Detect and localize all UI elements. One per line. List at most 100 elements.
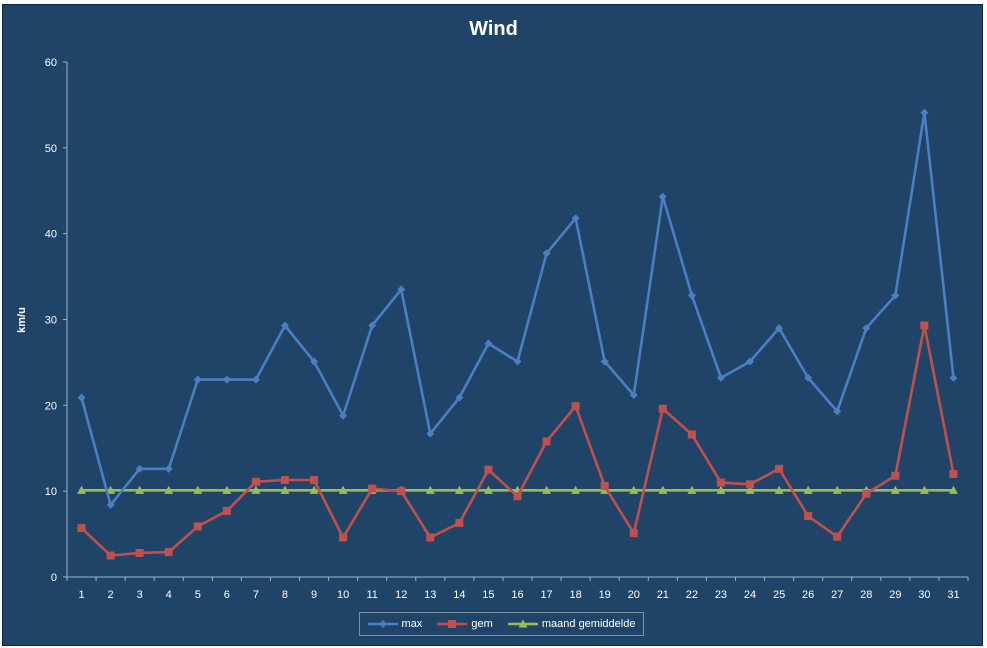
x-tick-label: 2	[108, 589, 114, 601]
x-tick-label: 1	[78, 589, 84, 601]
legend-item: max	[367, 618, 422, 630]
x-tick-label: 12	[395, 589, 407, 601]
data-point-max	[920, 108, 929, 117]
x-tick-label: 5	[195, 589, 201, 601]
data-point-max	[571, 214, 580, 223]
data-point-maand-gemiddelde	[338, 485, 348, 494]
data-point-gem	[484, 465, 493, 474]
x-tick-label: 13	[424, 589, 436, 601]
data-point-gem	[513, 492, 522, 501]
data-point-gem	[571, 402, 580, 411]
data-point-max	[339, 411, 348, 420]
data-point-max	[658, 192, 667, 201]
x-tick-label: 14	[453, 589, 465, 601]
y-tick-label: 10	[45, 486, 57, 498]
legend-label: gem	[471, 618, 493, 630]
data-point-maand-gemiddelde	[948, 485, 958, 494]
legend-label: maand gemiddelde	[541, 618, 636, 630]
data-point-gem	[658, 404, 667, 413]
y-tick-label: 50	[45, 143, 57, 155]
data-point-gem	[746, 480, 755, 489]
data-point-maand-gemiddelde	[77, 485, 87, 494]
x-tick-label: 30	[918, 589, 930, 601]
data-point-gem	[833, 532, 842, 541]
legend-key-gem	[437, 620, 468, 628]
data-point-maand-gemiddelde	[716, 485, 726, 494]
y-tick-label: 20	[45, 400, 57, 412]
x-tick-label: 6	[224, 589, 230, 601]
data-point-gem	[775, 464, 784, 473]
data-point-gem	[251, 477, 260, 486]
data-point-max	[862, 324, 871, 333]
data-point-max	[280, 321, 289, 330]
data-point-gem	[687, 430, 696, 439]
data-point-max	[891, 291, 900, 300]
data-point-maand-gemiddelde	[222, 485, 232, 494]
legend-item: gem	[437, 618, 493, 630]
data-point-gem	[193, 522, 202, 531]
chart-title: Wind	[469, 18, 518, 40]
data-point-max	[455, 393, 464, 402]
data-point-maand-gemiddelde	[832, 485, 842, 494]
data-point-max	[513, 357, 522, 366]
data-point-maand-gemiddelde	[193, 485, 203, 494]
data-point-maand-gemiddelde	[454, 485, 464, 494]
data-point-gem	[77, 524, 86, 533]
data-point-gem	[542, 437, 551, 446]
y-tick-label: 60	[45, 57, 57, 69]
data-point-gem	[426, 533, 435, 542]
data-point-maand-gemiddelde	[309, 485, 319, 494]
data-point-gem	[280, 476, 289, 485]
x-tick-label: 8	[282, 589, 288, 601]
x-tick-label: 19	[599, 589, 611, 601]
data-point-gem	[920, 321, 929, 330]
data-point-maand-gemiddelde	[571, 485, 581, 494]
x-tick-label: 16	[511, 589, 523, 601]
data-point-max	[600, 357, 609, 366]
x-tick-label: 27	[831, 589, 843, 601]
data-point-gem	[368, 484, 377, 493]
y-tick-label: 0	[51, 572, 57, 584]
x-tick-label: 15	[482, 589, 494, 601]
data-point-gem	[862, 489, 871, 498]
data-point-gem	[629, 529, 638, 538]
data-point-maand-gemiddelde	[251, 485, 261, 494]
data-point-gem	[804, 512, 813, 521]
data-point-max	[716, 373, 725, 382]
data-point-maand-gemiddelde	[774, 485, 784, 494]
x-tick-label: 31	[947, 589, 959, 601]
data-point-gem	[164, 548, 173, 557]
data-point-max	[833, 407, 842, 416]
data-point-gem	[106, 551, 115, 560]
x-tick-label: 24	[744, 589, 756, 601]
data-point-max	[106, 500, 115, 509]
data-point-max	[77, 393, 86, 402]
data-point-maand-gemiddelde	[745, 485, 755, 494]
data-point-max	[368, 321, 377, 330]
data-point-maand-gemiddelde	[629, 485, 639, 494]
x-tick-label: 17	[540, 589, 552, 601]
data-point-maand-gemiddelde	[542, 485, 552, 494]
chart-area	[2, 4, 983, 646]
data-point-max	[542, 249, 551, 258]
data-point-gem	[716, 478, 725, 487]
data-point-maand-gemiddelde	[425, 485, 435, 494]
data-point-maand-gemiddelde	[164, 485, 174, 494]
x-tick-label: 4	[166, 589, 172, 601]
series-line-max	[80, 111, 955, 507]
x-tick-label: 23	[715, 589, 727, 601]
data-point-maand-gemiddelde	[135, 485, 145, 494]
data-point-gem	[397, 487, 406, 496]
data-point-gem	[600, 482, 609, 491]
x-tick-label: 21	[657, 589, 669, 601]
data-point-max	[484, 339, 493, 348]
x-tick-label: 3	[137, 589, 143, 601]
data-point-gem	[135, 548, 144, 557]
x-tick-label: 11	[366, 589, 377, 601]
legend-key-maand-gemiddelde	[507, 619, 538, 628]
data-point-max	[949, 373, 958, 382]
data-point-maand-gemiddelde	[280, 485, 290, 494]
x-tick-label: 26	[802, 589, 814, 601]
data-point-gem	[222, 506, 231, 515]
